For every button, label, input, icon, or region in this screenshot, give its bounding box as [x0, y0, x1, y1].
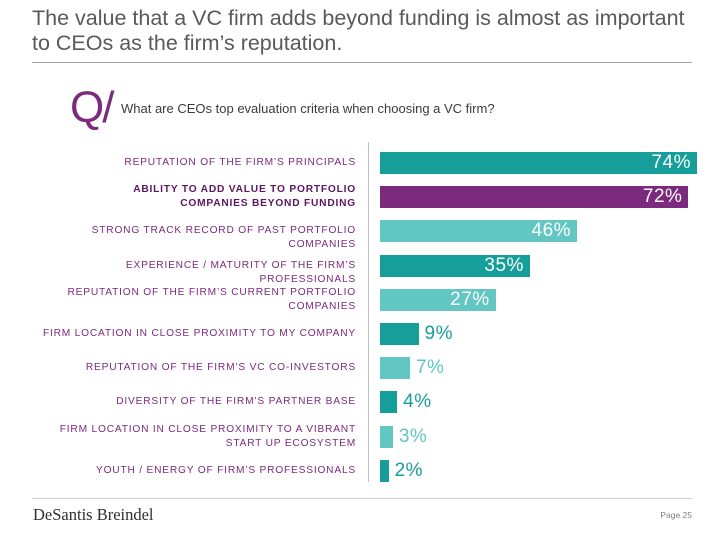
data-label: 7%	[415, 357, 445, 379]
category-label: FIRM LOCATION IN CLOSE PROXIMITY TO MY C…	[26, 327, 356, 341]
category-label-line: DIVERSITY OF THE FIRM’S PARTNER BASE	[116, 396, 356, 408]
footer-divider	[32, 498, 692, 499]
data-label: 4%	[403, 391, 432, 413]
category-label: YOUTH / ENERGY OF FIRM’S PROFESSIONALS	[26, 464, 356, 478]
category-label-line: YOUTH / ENERGY OF FIRM’S PROFESSIONALS	[95, 464, 356, 476]
page-title: The value that a VC firm adds beyond fun…	[32, 6, 685, 55]
category-label-line: ABILITY TO ADD VALUE TO PORTFOLIO	[133, 184, 356, 196]
question-mark-logo: Q/	[70, 83, 114, 132]
category-label: ABILITY TO ADD VALUE TO PORTFOLIO COMPANI…	[26, 183, 356, 211]
data-label: 2%	[394, 459, 424, 481]
category-label-line: START UP ECOSYSTEM	[225, 437, 356, 449]
category-label-line: STRONG TRACK RECORD OF PAST PORTFOLIO CO…	[91, 225, 356, 251]
bar	[380, 357, 410, 380]
title-divider	[32, 62, 692, 63]
data-label: 35%	[484, 254, 524, 276]
category-label-line: FIRM LOCATION IN CLOSE PROXIMITY TO MY C…	[42, 328, 356, 339]
bar	[380, 288, 496, 311]
category-label: DIVERSITY OF THE FIRM’S PARTNER BASE	[26, 395, 356, 409]
category-label: FIRM LOCATION IN CLOSE PROXIMITY TO A VI…	[26, 423, 356, 451]
category-label-line: FIRM LOCATION IN CLOSE PROXIMITY TO A VI…	[59, 423, 356, 435]
category-label-line: COMPANIES	[288, 300, 356, 312]
data-label: 3%	[398, 425, 428, 447]
category-label-line: EXPERIENCE / MATURITY OF THE FIRM’S PROF…	[125, 259, 356, 285]
bar	[380, 152, 697, 174]
data-label: 27%	[450, 288, 490, 310]
data-label: 74%	[651, 152, 691, 173]
question-text: What are CEOs top evaluation criteria wh…	[121, 101, 495, 116]
category-label-line: REPUTATION OF THE FIRM’S PRINCIPALS	[124, 157, 356, 168]
bar	[380, 425, 393, 448]
category-label: REPUTATION OF THE FIRM’S VC CO-INVESTORS	[26, 361, 356, 375]
category-label: EXPERIENCE / MATURITY OF THE FIRM’S PROF…	[26, 259, 356, 287]
bar	[380, 186, 689, 209]
data-label: 46%	[531, 220, 572, 242]
category-label-line: COMPANIES BEYOND FUNDING	[180, 198, 356, 210]
chart-axis-line	[368, 142, 369, 482]
category-label: REPUTATION OF THE FIRM’S CURRENT PORTFOL…	[26, 286, 356, 314]
category-label: REPUTATION OF THE FIRM’S PRINCIPALS	[26, 156, 356, 170]
data-label: 72%	[642, 186, 683, 208]
bar	[380, 391, 398, 414]
category-label-line: REPUTATION OF THE FIRM’S VC CO-INVESTORS	[85, 362, 356, 374]
bar	[380, 459, 389, 482]
category-label: STRONG TRACK RECORD OF PAST PORTFOLIO CO…	[26, 224, 356, 252]
bar	[380, 254, 530, 277]
category-label-line: REPUTATION OF THE FIRM’S CURRENT PORTFOL…	[67, 286, 356, 298]
bar	[380, 220, 578, 243]
bar	[380, 323, 419, 345]
company-logo: DeSantis Breindel	[33, 505, 154, 524]
page-number: Page 25	[660, 510, 692, 520]
data-label: 9%	[424, 323, 454, 344]
